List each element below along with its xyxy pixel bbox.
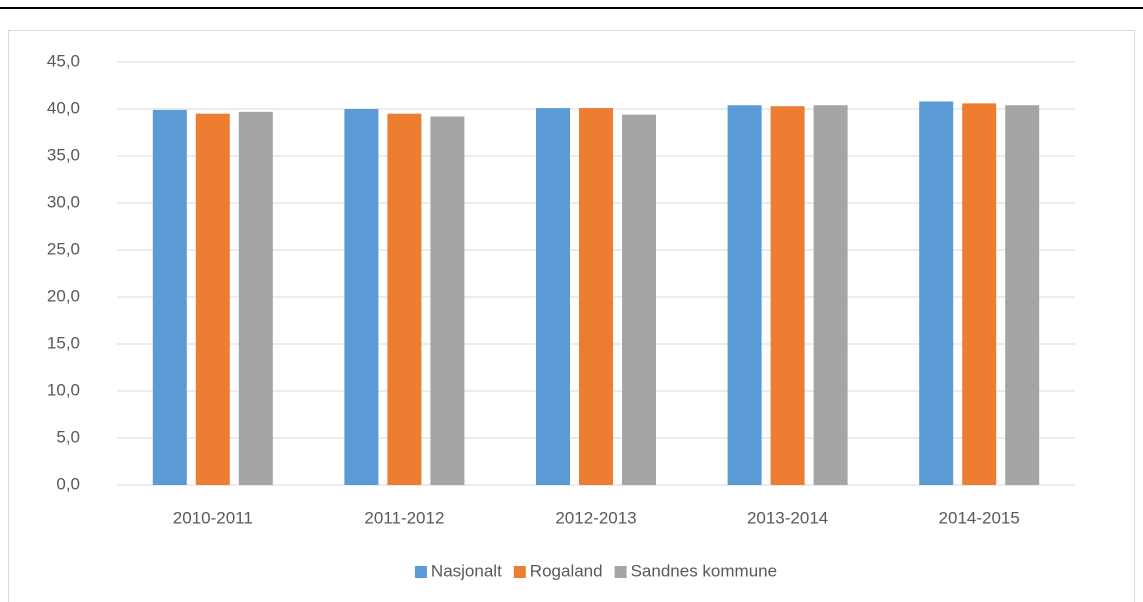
y-tick-label: 10,0: [47, 380, 80, 399]
legend-swatch: [414, 566, 427, 578]
bar: [195, 113, 230, 485]
y-tick-label: 0,0: [56, 474, 80, 493]
bar: [579, 108, 613, 485]
bar: [344, 109, 379, 485]
bar: [430, 116, 465, 486]
bar: [962, 103, 997, 486]
y-tick-label: 25,0: [47, 239, 80, 258]
legend-label: Nasjonalt: [431, 561, 502, 580]
y-tick-label: 30,0: [47, 192, 80, 211]
y-tick-label: 40,0: [47, 98, 80, 117]
bar: [770, 106, 805, 486]
bar: [727, 105, 762, 486]
bar: [387, 113, 422, 485]
x-tick-label: 2012-2013: [555, 508, 636, 527]
y-tick-label: 15,0: [47, 333, 80, 352]
y-tick-label: 45,0: [47, 51, 80, 70]
legend-swatch: [614, 566, 627, 578]
bar: [238, 111, 273, 485]
bar: [813, 105, 848, 486]
bar: [919, 101, 954, 485]
bar: [152, 109, 187, 485]
x-tick-label: 2010-2011: [173, 508, 253, 527]
bar: [622, 114, 656, 485]
x-tick-label: 2011-2012: [364, 508, 444, 527]
y-tick-label: 5,0: [56, 427, 80, 446]
legend-label: Sandnes kommune: [631, 561, 777, 580]
legend-swatch: [513, 566, 526, 578]
y-tick-label: 20,0: [47, 286, 80, 305]
x-tick-label: 2013-2014: [747, 508, 828, 527]
y-tick-label: 35,0: [47, 145, 80, 164]
legend-label: Rogaland: [530, 561, 603, 580]
bar: [1005, 105, 1040, 486]
x-tick-label: 2014-2015: [939, 508, 1020, 527]
bar: [536, 108, 570, 485]
